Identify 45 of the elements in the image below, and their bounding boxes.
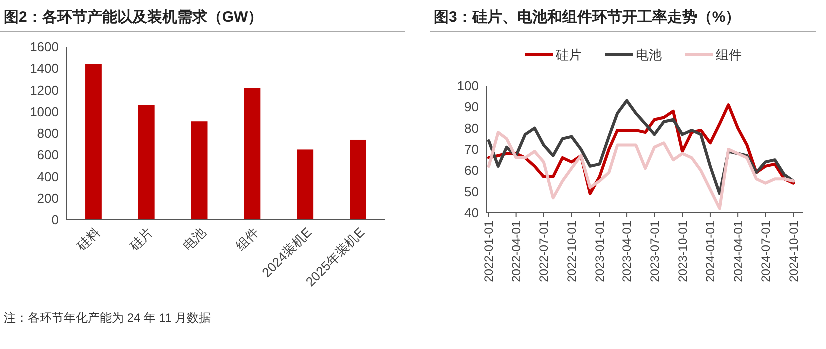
- y-tick-label: 0: [52, 212, 59, 228]
- x-tick-label: 硅料: [73, 224, 104, 254]
- x-tick-label: 2022-04-01: [510, 220, 524, 282]
- x-tick-label: 2024-10-01: [786, 220, 801, 282]
- x-tick-label: 组件: [232, 224, 262, 254]
- x-tick-label: 2024-07-01: [758, 220, 773, 282]
- y-tick-label: 60: [464, 163, 479, 178]
- chart-title: 图2：各环节产能以及装机需求（GW）: [4, 9, 264, 26]
- bar: [350, 140, 366, 220]
- x-tick-label: 硅片: [126, 224, 156, 254]
- legend-label: 硅片: [555, 48, 582, 63]
- y-tick-label: 1200: [30, 82, 59, 98]
- y-tick-label: 1400: [30, 61, 59, 76]
- y-tick-label: 1000: [30, 104, 59, 120]
- text: 注：各环节年化产能为 24 年 11 月数据: [4, 311, 212, 325]
- x-tick-label: 2023-10-01: [676, 220, 690, 282]
- bar: [138, 105, 155, 220]
- x-tick-label: 2023-04-01: [620, 220, 634, 282]
- y-tick-label: 400: [37, 169, 59, 184]
- bar: [86, 64, 102, 220]
- x-tick-label: 2024-01-01: [704, 220, 718, 282]
- x-tick-label: 2022-07-01: [537, 220, 552, 282]
- y-tick-label: 50: [464, 184, 479, 200]
- y-tick-label: 1600: [30, 40, 59, 55]
- y-tick-label: 70: [464, 142, 479, 158]
- y-tick-label: 800: [37, 126, 59, 142]
- x-tick-label: 2022-10-01: [565, 220, 580, 282]
- y-tick-label: 80: [464, 120, 479, 136]
- x-tick-label: 2023-01-01: [592, 220, 607, 282]
- y-tick-label: 90: [464, 100, 479, 115]
- x-tick-label: 2023-07-01: [648, 220, 662, 282]
- bar: [244, 88, 261, 220]
- bar: [191, 122, 208, 220]
- chart-title: 图3：硅片、电池和组件环节开工率走势（%）: [434, 8, 741, 26]
- y-tick-label: 100: [457, 78, 479, 94]
- bar: [297, 150, 314, 220]
- y-tick-label: 40: [464, 206, 479, 221]
- x-tick-label: 2022-01-01: [482, 220, 496, 282]
- y-tick-label: 200: [37, 190, 59, 206]
- x-tick-label: 2024-04-01: [731, 220, 746, 282]
- legend-label: 电池: [636, 48, 662, 63]
- legend-label: 组件: [716, 48, 742, 63]
- y-tick-label: 600: [37, 148, 59, 163]
- x-tick-label: 电池: [180, 224, 209, 254]
- line-series: [488, 131, 796, 210]
